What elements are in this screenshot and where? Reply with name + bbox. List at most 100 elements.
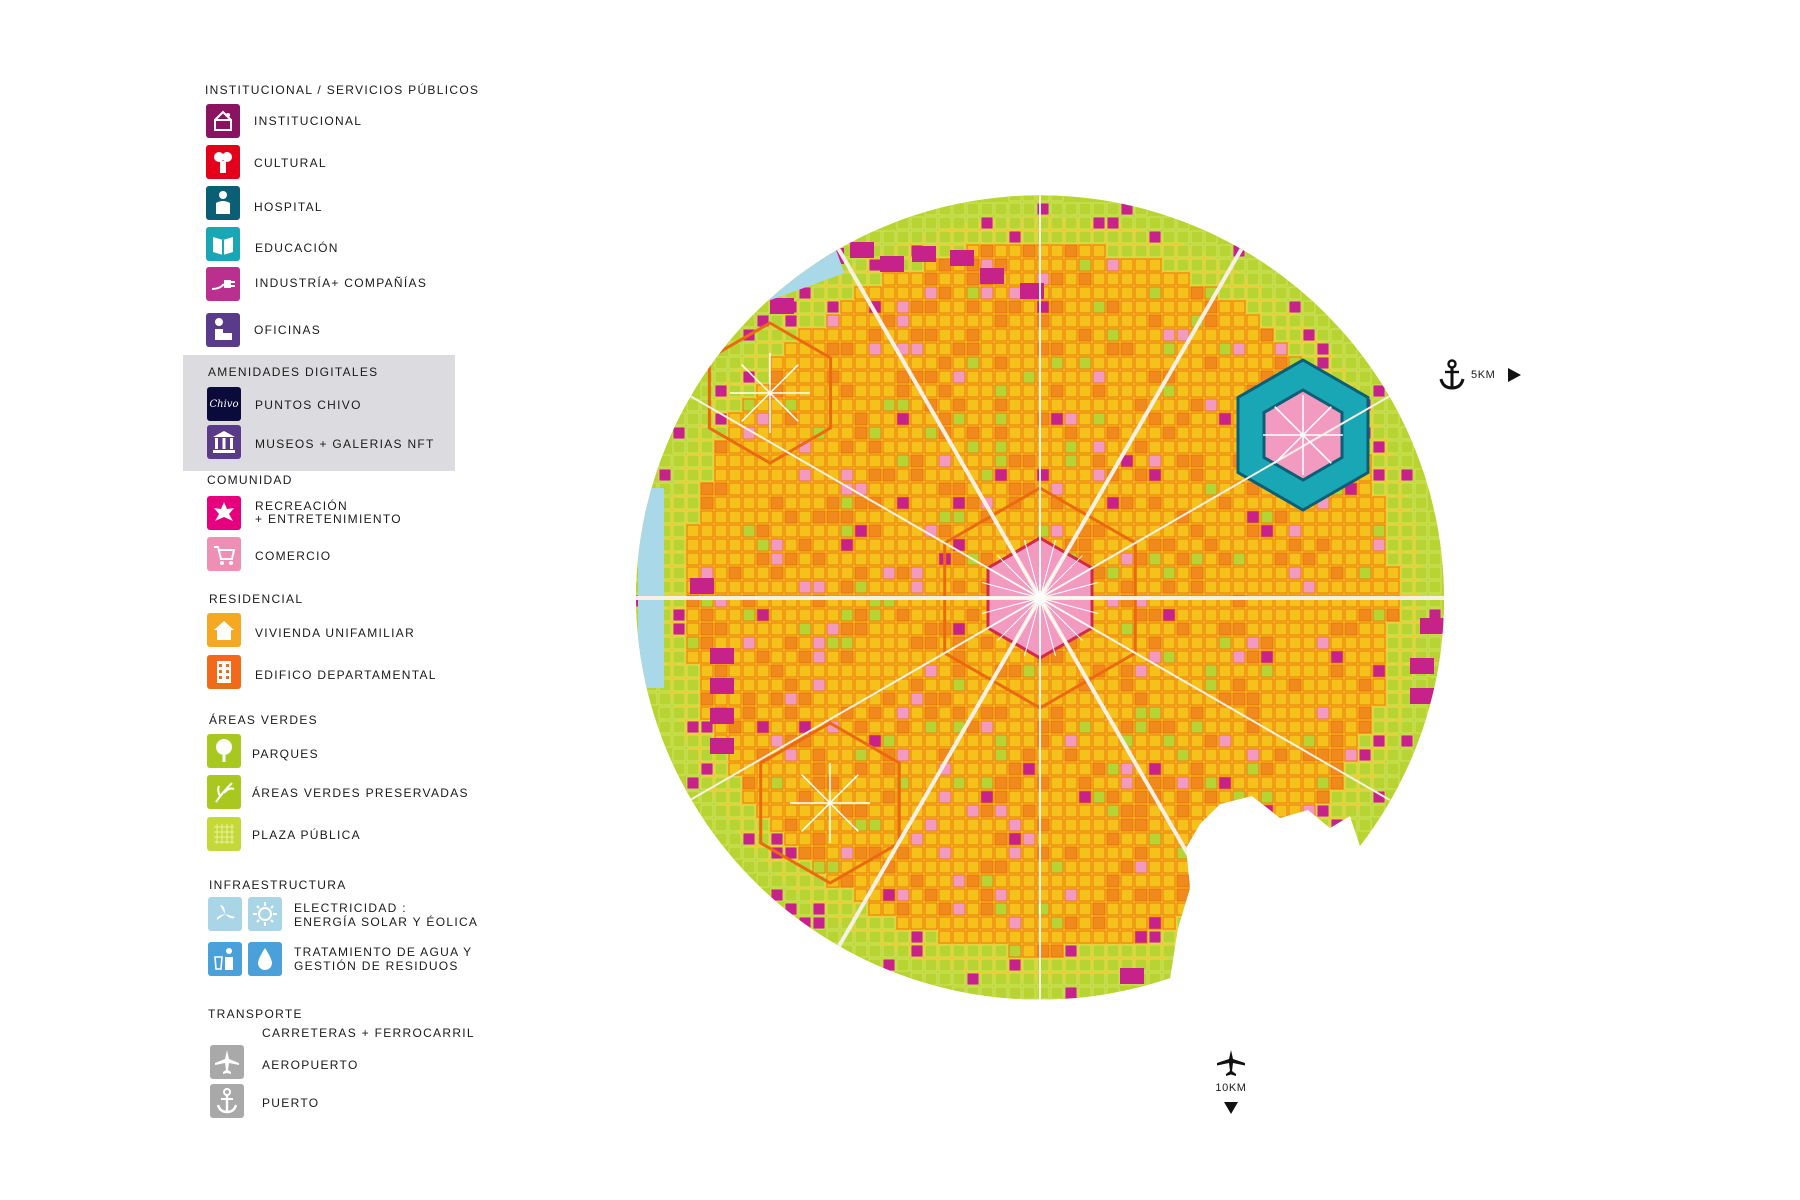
- city-block: [812, 580, 826, 594]
- city-block: [1190, 482, 1204, 496]
- city-block: [672, 580, 686, 594]
- city-block: [938, 202, 952, 216]
- city-block: [1036, 384, 1050, 398]
- city-block: [1120, 496, 1134, 510]
- city-block: [882, 496, 896, 510]
- city-block: [756, 300, 770, 314]
- city-block: [1260, 818, 1274, 832]
- city-block: [1372, 650, 1386, 664]
- city-block: [1288, 832, 1302, 846]
- city-block: [952, 496, 966, 510]
- airplane-icon: [210, 1045, 244, 1079]
- city-block: [1092, 426, 1106, 440]
- city-block: [1022, 930, 1036, 944]
- city-block: [840, 664, 854, 678]
- city-block: [868, 804, 882, 818]
- city-block: [1246, 818, 1260, 832]
- city-block: [826, 314, 840, 328]
- city-block: [994, 748, 1008, 762]
- city-block: [910, 748, 924, 762]
- city-block: [714, 692, 728, 706]
- city-block: [1064, 916, 1078, 930]
- city-block: [1162, 524, 1176, 538]
- city-block: [1064, 944, 1078, 958]
- city-block: [686, 706, 700, 720]
- city-block: [1120, 482, 1134, 496]
- city-block: [1190, 804, 1204, 818]
- city-block: [1288, 636, 1302, 650]
- city-block: [1134, 706, 1148, 720]
- city-block: [1078, 454, 1092, 468]
- city-block: [644, 692, 658, 706]
- city-block: [1260, 804, 1274, 818]
- city-block: [924, 552, 938, 566]
- industry-block: [710, 678, 734, 694]
- city-block: [1050, 734, 1064, 748]
- city-block: [770, 790, 784, 804]
- city-block: [910, 650, 924, 664]
- city-block: [994, 454, 1008, 468]
- city-block: [1022, 300, 1036, 314]
- city-block: [910, 776, 924, 790]
- city-block: [1400, 734, 1414, 748]
- city-block: [1050, 300, 1064, 314]
- city-block: [1190, 244, 1204, 258]
- city-block: [1246, 258, 1260, 272]
- city-block: [714, 384, 728, 398]
- city-block: [980, 356, 994, 370]
- city-block: [1036, 678, 1050, 692]
- city-block: [1232, 804, 1246, 818]
- city-block: [1148, 426, 1162, 440]
- city-block: [714, 524, 728, 538]
- city-block: [1092, 286, 1106, 300]
- city-block: [1092, 244, 1106, 258]
- central-spoke: [1039, 545, 1071, 599]
- city-block: [896, 496, 910, 510]
- city-block: [854, 622, 868, 636]
- city-block: [1386, 566, 1400, 580]
- city-block: [910, 356, 924, 370]
- city-block: [980, 902, 994, 916]
- city-block: [1106, 496, 1120, 510]
- city-block: [980, 748, 994, 762]
- city-block: [854, 510, 868, 524]
- city-block: [1204, 720, 1218, 734]
- city-block: [1092, 636, 1106, 650]
- city-block: [700, 762, 714, 776]
- city-block: [1204, 706, 1218, 720]
- city-block: [1330, 608, 1344, 622]
- city-block: [1372, 692, 1386, 706]
- city-block: [1008, 510, 1022, 524]
- city-block: [714, 398, 728, 412]
- city-block: [1372, 720, 1386, 734]
- city-block: [1050, 804, 1064, 818]
- city-block: [966, 356, 980, 370]
- city-block: [784, 314, 798, 328]
- book-icon: [206, 227, 240, 261]
- city-block: [966, 692, 980, 706]
- city-block: [672, 762, 686, 776]
- city-block: [686, 412, 700, 426]
- city-block: [728, 580, 742, 594]
- city-block: [1148, 636, 1162, 650]
- city-block: [938, 720, 952, 734]
- city-block: [1148, 370, 1162, 384]
- city-block: [658, 454, 672, 468]
- city-block: [1190, 440, 1204, 454]
- city-block: [1274, 566, 1288, 580]
- city-block: [812, 860, 826, 874]
- city-block: [882, 370, 896, 384]
- city-block: [896, 300, 910, 314]
- city-block: [1344, 496, 1358, 510]
- city-block: [952, 944, 966, 958]
- city-block: [1078, 874, 1092, 888]
- city-block: [756, 510, 770, 524]
- city-block: [1190, 762, 1204, 776]
- city-block: [1330, 664, 1344, 678]
- city-block: [1008, 762, 1022, 776]
- city-block: [1232, 622, 1246, 636]
- city-block: [1204, 328, 1218, 342]
- city-block: [1120, 342, 1134, 356]
- city-block: [882, 916, 896, 930]
- city-block: [1176, 916, 1190, 930]
